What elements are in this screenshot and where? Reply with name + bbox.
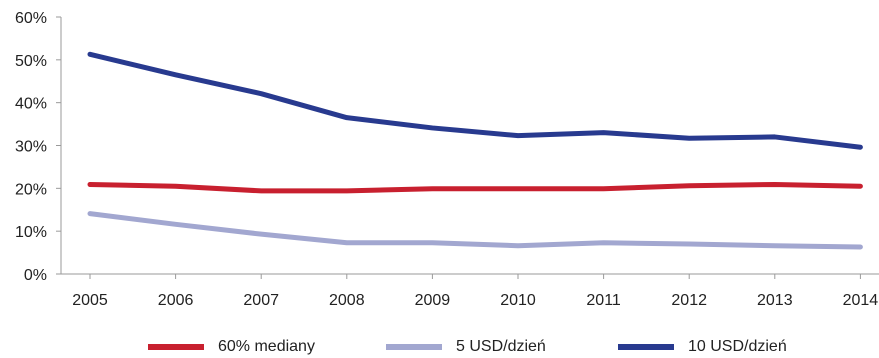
y-axis: 0% 10% 20% 30% 40% 50% 60%: [15, 10, 62, 284]
x-tick-label: 2014: [843, 292, 879, 309]
series-line-5-usd-dzie: [87, 211, 863, 250]
y-tick-label: 30%: [15, 139, 47, 156]
series-line-60-mediany: [87, 181, 863, 194]
x-tick-label: 2012: [671, 292, 707, 309]
x-tick-label: 2013: [757, 292, 793, 309]
x-tick-label: 2005: [72, 292, 108, 309]
legend-swatch-60-mediany: [148, 344, 204, 350]
x-axis: 2005 2006 2007 2008 2009 2010 2011 2012 2013 2014: [61, 273, 879, 309]
y-tick-label: 50%: [15, 53, 47, 70]
legend-swatch-5-usd: [386, 344, 442, 350]
y-tick-label: 40%: [15, 96, 47, 113]
x-tick-label: 2011: [586, 292, 621, 309]
legend: 60% mediany 5 USD/dzień 10 USD/dzień: [0, 336, 879, 358]
legend-item-10-usd: 10 USD/dzień: [618, 336, 787, 358]
y-tick-label: 20%: [15, 181, 47, 198]
series-line-10-usd-dzie: [87, 51, 863, 150]
legend-swatch-10-usd: [618, 344, 674, 350]
line-chart: 0%10%20%30%40%50%60% 2005 2006 2007 2008 200…: [15, 10, 879, 309]
y-tick-label: 10%: [15, 224, 47, 241]
x-tick-label: 2006: [158, 292, 194, 309]
x-tick-label: 2007: [243, 292, 279, 309]
series-lines: [87, 51, 863, 250]
legend-label-5-usd: 5 USD/dzień: [456, 338, 546, 355]
legend-label-10-usd: 10 USD/dzień: [688, 338, 787, 355]
x-tick-label: 2009: [415, 292, 451, 309]
y-tick-label: 60%: [15, 10, 47, 27]
y-tick-label: 0%: [24, 267, 47, 284]
legend-item-5-usd: 5 USD/dzień: [386, 336, 546, 358]
x-tick-label: 2010: [500, 292, 536, 309]
x-tick-label: 2008: [329, 292, 365, 309]
legend-label-60-mediany: 60% mediany: [218, 338, 315, 355]
legend-item-60-mediany: 60% mediany: [148, 336, 315, 358]
